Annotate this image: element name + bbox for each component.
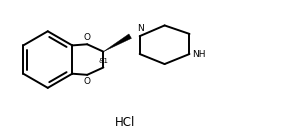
Text: &1: &1 xyxy=(98,58,108,64)
Text: O: O xyxy=(84,33,91,42)
Text: HCl: HCl xyxy=(115,116,135,129)
Text: O: O xyxy=(84,77,91,86)
Polygon shape xyxy=(103,34,131,52)
Text: N: N xyxy=(137,24,144,33)
Text: NH: NH xyxy=(192,50,205,59)
